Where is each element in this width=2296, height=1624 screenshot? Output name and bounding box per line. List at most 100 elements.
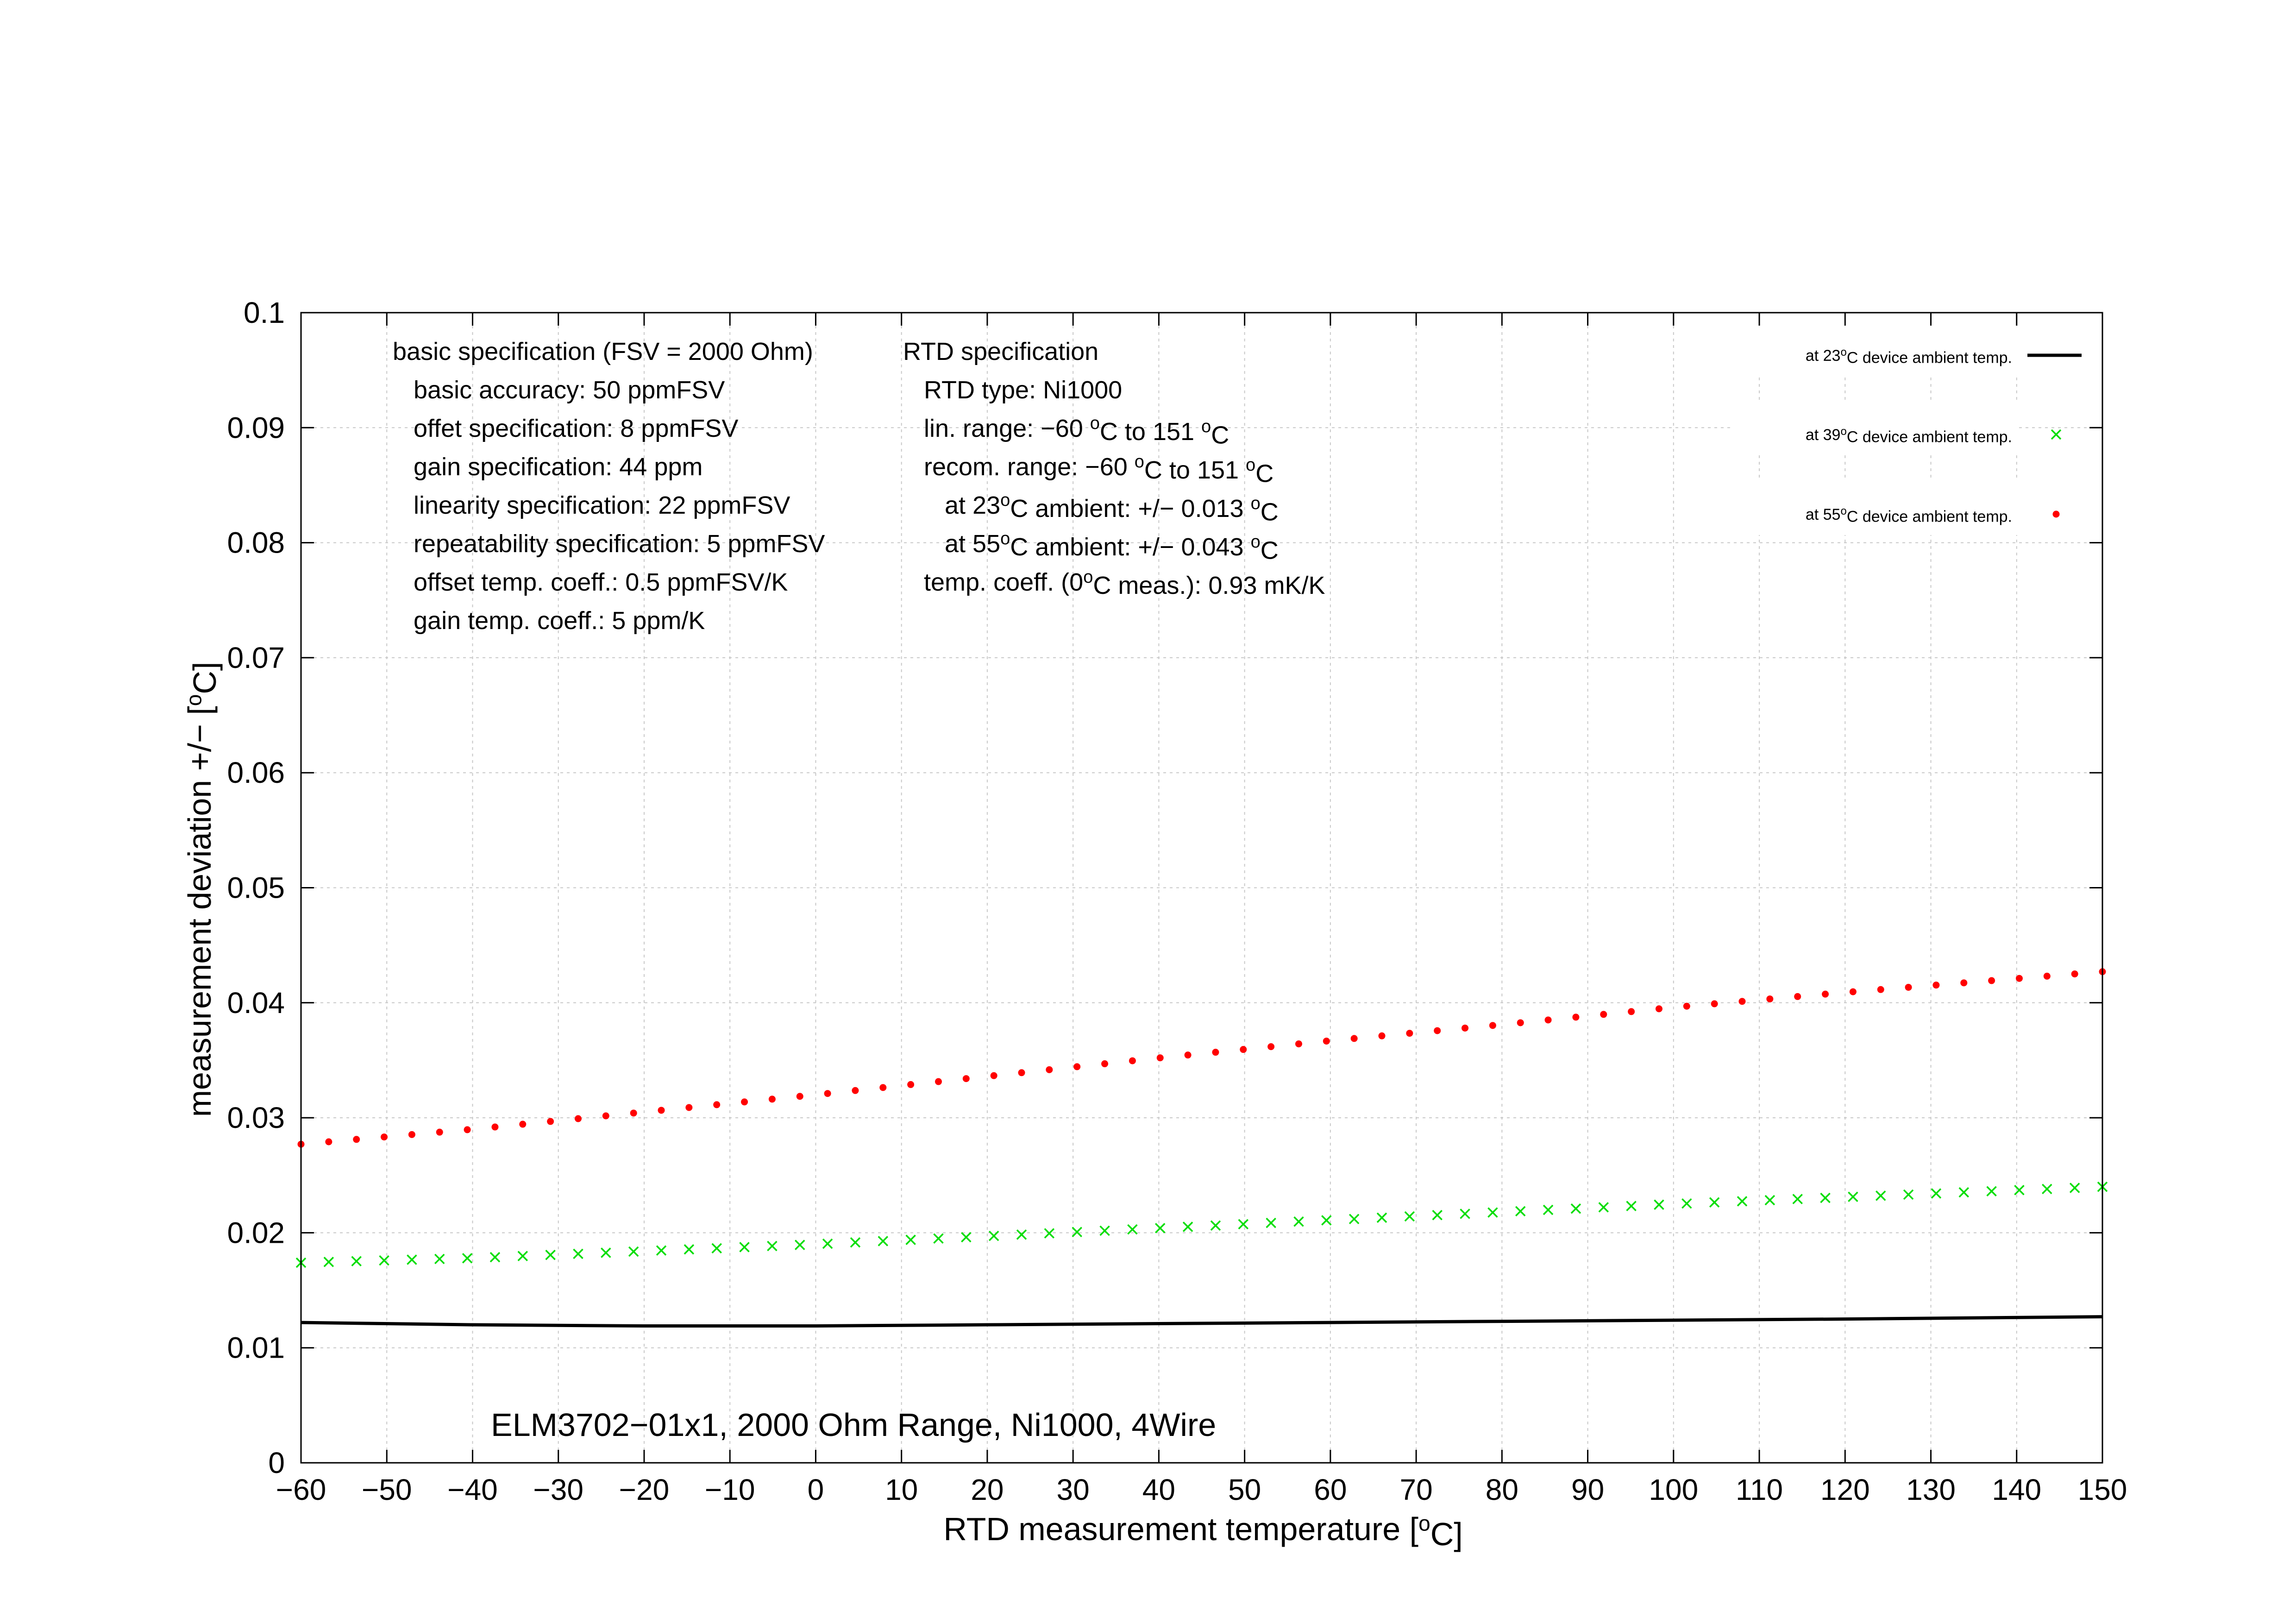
data-point	[1683, 1002, 1690, 1010]
data-point	[1182, 1221, 1193, 1232]
data-point	[1709, 1197, 1720, 1208]
text-run: at 55	[1806, 506, 1841, 523]
basic-spec-line: gain specification: 44 ppm	[393, 453, 703, 481]
data-point	[1598, 1202, 1609, 1213]
superscript: o	[1840, 425, 1846, 438]
data-point	[379, 1255, 389, 1266]
data-point	[1238, 1219, 1249, 1230]
data-point	[602, 1112, 609, 1120]
data-point	[1654, 1199, 1664, 1210]
data-point	[878, 1236, 889, 1246]
text-run: C]	[1430, 1516, 1463, 1552]
data-point	[713, 1101, 721, 1108]
basic-spec-line: offset temp. coeff.: 0.5 ppmFSV/K	[393, 568, 788, 596]
text-run: measurement deviation +/− [	[182, 706, 218, 1117]
y-tick-label: 0.02	[227, 1216, 285, 1249]
data-point	[1404, 1211, 1415, 1222]
superscript: o	[1201, 417, 1211, 436]
data-point	[1570, 1203, 1581, 1214]
data-point	[1210, 1220, 1221, 1231]
rtd-spec-line: temp. coeff. (0oC meas.): 0.93 mK/K	[903, 567, 1325, 599]
data-point	[1655, 1005, 1662, 1013]
data-point	[1681, 1198, 1692, 1209]
data-point	[1766, 995, 1774, 1003]
legend-entry-bg	[1732, 400, 2019, 455]
legend-cross-sample	[2051, 429, 2062, 440]
data-point	[2042, 1183, 2052, 1195]
data-point	[353, 1136, 360, 1143]
superscript: o	[1418, 1511, 1430, 1535]
superscript: o	[1083, 567, 1093, 587]
data-point	[1156, 1054, 1164, 1062]
data-point	[1849, 988, 1857, 995]
y-tick-label: 0.07	[227, 641, 285, 674]
data-point	[1044, 1228, 1055, 1239]
data-point	[658, 1107, 665, 1114]
data-point	[1794, 993, 1801, 1000]
x-tick-label: 20	[971, 1473, 1004, 1506]
data-point	[519, 1120, 527, 1128]
data-point	[1711, 1000, 1718, 1007]
y-tick-label: 0.01	[227, 1331, 285, 1365]
text-run: at 23	[1806, 347, 1841, 365]
x-tick-label: 130	[1906, 1473, 1956, 1506]
data-point	[1321, 1215, 1332, 1226]
y-tick-label: 0.1	[244, 296, 285, 329]
superscript: o	[1840, 505, 1846, 517]
superscript: o	[1000, 491, 1010, 510]
rtd-spec-line: recom. range: −60 oC to 151 oC	[903, 452, 1273, 488]
data-point	[1267, 1043, 1275, 1051]
data-point	[1046, 1066, 1053, 1073]
text-run: RTD type: Ni1000	[903, 376, 1122, 404]
text-run: lin. range: −60	[903, 415, 1090, 442]
legend-label: at 39oC device ambient temp.	[1806, 425, 2012, 446]
rtd-spec-line: at 23oC ambient: +/− 0.013 oC	[903, 491, 1279, 526]
data-point	[879, 1084, 887, 1091]
data-point	[2069, 1183, 2080, 1193]
basic-spec-line: offet specification: 8 ppmFSV	[393, 415, 738, 442]
data-point	[1877, 986, 1884, 993]
data-point	[1822, 990, 1829, 998]
x-tick-label: 110	[1736, 1473, 1783, 1506]
data-point	[323, 1257, 334, 1267]
x-tick-label: 0	[808, 1473, 824, 1506]
data-point	[1628, 1008, 1635, 1015]
x-tick-label: −30	[533, 1473, 583, 1506]
data-point	[933, 1233, 944, 1244]
data-point	[1958, 1187, 1970, 1198]
data-point	[1072, 1227, 1082, 1237]
data-point	[741, 1098, 748, 1106]
tick-labels: −60 −50 −40 −30 −20 −10 0 10 20 30 40 50 60 70 80 90 100…	[227, 296, 2127, 1506]
data-point	[1154, 1223, 1166, 1234]
data-point	[1932, 982, 1940, 989]
superscript: o	[1000, 529, 1010, 548]
legend-label: at 23oC device ambient temp.	[1806, 346, 2012, 366]
y-tick-label: 0.05	[227, 871, 285, 905]
data-point	[464, 1126, 471, 1133]
data-point	[407, 1254, 417, 1265]
data-point	[739, 1242, 750, 1253]
superscript: o	[1251, 494, 1261, 513]
text-run: offet specification: 8 ppmFSV	[393, 415, 738, 442]
data-point	[489, 1252, 501, 1263]
data-point	[351, 1256, 362, 1266]
text-run: recom. range: −60	[903, 453, 1135, 481]
data-point	[822, 1238, 833, 1249]
data-point	[1905, 983, 1912, 991]
data-point	[907, 1081, 915, 1088]
data-point	[381, 1133, 388, 1141]
data-point	[1820, 1192, 1831, 1203]
x-tick-label: 40	[1142, 1473, 1175, 1506]
basic-spec-line: linearity specification: 22 ppmFSV	[393, 491, 790, 519]
text-run: C to 151	[1144, 456, 1246, 484]
data-point	[1986, 1186, 1997, 1196]
data-point	[1184, 1051, 1192, 1059]
y-tick-label: 0.06	[227, 756, 285, 789]
data-point	[1127, 1224, 1138, 1235]
text-run: C device ambient temp.	[1847, 428, 2012, 446]
data-point	[794, 1240, 805, 1250]
text-run: C ambient: +/− 0.043	[1010, 533, 1250, 561]
data-point	[628, 1246, 639, 1257]
data-point	[491, 1123, 499, 1131]
